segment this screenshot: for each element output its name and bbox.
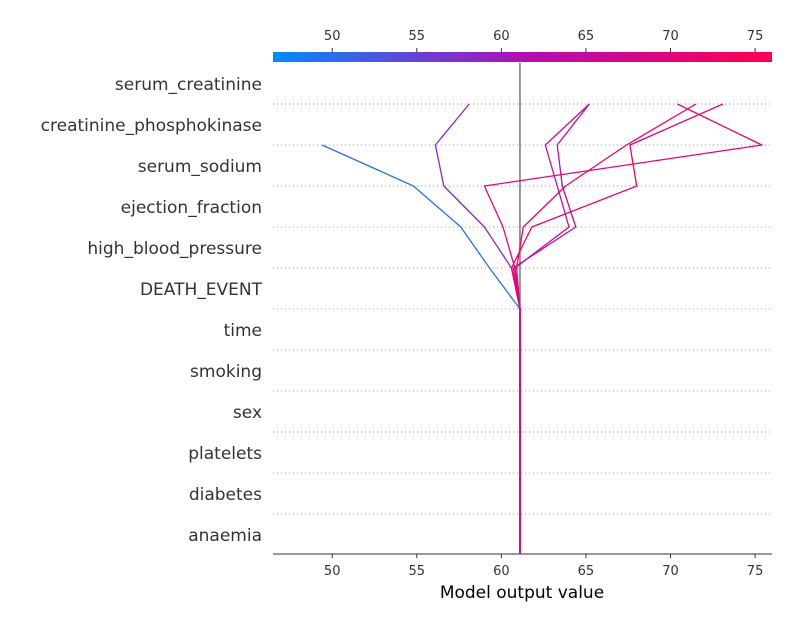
feature-label: DEATH_EVENT	[140, 280, 263, 300]
x-tick-label-top: 50	[324, 29, 341, 44]
x-tick-label-top: 75	[747, 29, 764, 44]
feature-label: platelets	[188, 444, 262, 464]
x-axis-label: Model output value	[440, 583, 604, 603]
feature-label: high_blood_pressure	[87, 239, 262, 259]
feature-label: ejection_fraction	[121, 198, 262, 218]
x-tick-label-top: 70	[662, 29, 679, 44]
decision-lines	[321, 103, 763, 554]
feature-label: time	[224, 321, 262, 341]
feature-label: smoking	[190, 362, 262, 382]
x-tick-label: 55	[409, 564, 426, 579]
feature-label: serum_sodium	[138, 157, 262, 177]
x-tick-label: 60	[493, 564, 510, 579]
x-tick-label: 65	[578, 564, 595, 579]
decision-line	[510, 103, 724, 554]
x-tick-label-top: 60	[493, 29, 510, 44]
feature-labels: serum_creatinine creatinine_phosphokinase…	[41, 75, 263, 546]
x-tick-label: 50	[324, 564, 341, 579]
decision-line	[483, 103, 763, 554]
colorbar	[273, 52, 772, 62]
x-tick-label-top: 65	[578, 29, 595, 44]
decision-line	[515, 103, 697, 554]
decision-line	[434, 103, 521, 554]
feature-label: sex	[233, 403, 262, 423]
x-tick-label: 70	[662, 564, 679, 579]
feature-label: anaemia	[188, 526, 262, 546]
x-tick-label: 75	[747, 564, 764, 579]
decision-line	[512, 103, 590, 554]
feature-label: creatinine_phosphokinase	[41, 116, 262, 136]
feature-label: serum_creatinine	[115, 75, 262, 95]
feature-label: diabetes	[189, 485, 262, 505]
x-tick-label-top: 55	[409, 29, 426, 44]
axes: 50 50 55 55 60 60 65 65 70 70 75 75	[273, 29, 772, 579]
gridlines	[273, 103, 772, 515]
